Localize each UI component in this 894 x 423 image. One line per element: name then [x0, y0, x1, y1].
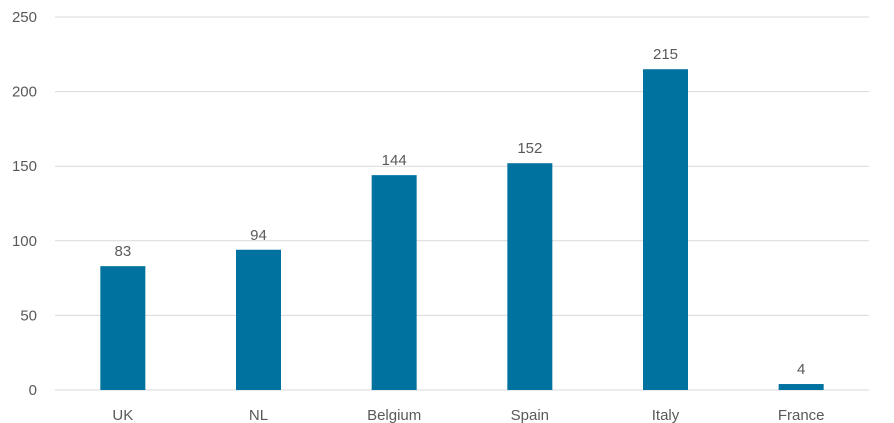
bar-france: [778, 384, 824, 390]
y-tick-label: 50: [20, 307, 37, 324]
x-tick-label-spain: Spain: [511, 407, 549, 423]
y-tick-label: 250: [12, 9, 37, 26]
y-tick-label: 0: [29, 382, 37, 399]
x-tick-label-uk: UK: [112, 407, 133, 423]
x-tick-label-france: France: [778, 407, 825, 423]
y-tick-label: 200: [12, 84, 37, 101]
data-label-italy: 215: [653, 46, 678, 63]
y-axis-ticks: 0 50 100 150 200 250: [12, 9, 37, 399]
bar-nl: [236, 249, 281, 390]
data-label-spain: 152: [517, 140, 542, 157]
data-label-uk: 83: [114, 243, 131, 260]
bar-uk: [100, 266, 146, 390]
data-labels: 83 94 144 152 215 4: [114, 46, 805, 378]
x-tick-label-italy: Italy: [652, 407, 680, 423]
x-tick-label-nl: NL: [249, 407, 268, 423]
y-tick-label: 150: [12, 158, 37, 175]
y-tick-label: 100: [12, 233, 37, 250]
data-label-france: 4: [797, 361, 805, 378]
x-tick-label-belgium: Belgium: [367, 407, 421, 423]
bar-spain: [507, 163, 553, 390]
bars: [100, 69, 824, 390]
x-axis-labels: UK NL Belgium Spain Italy France: [112, 407, 824, 423]
bar-italy: [643, 69, 688, 390]
gridlines: [55, 16, 869, 391]
data-label-belgium: 144: [382, 152, 407, 169]
bar-belgium: [371, 175, 417, 390]
data-label-nl: 94: [250, 227, 267, 244]
